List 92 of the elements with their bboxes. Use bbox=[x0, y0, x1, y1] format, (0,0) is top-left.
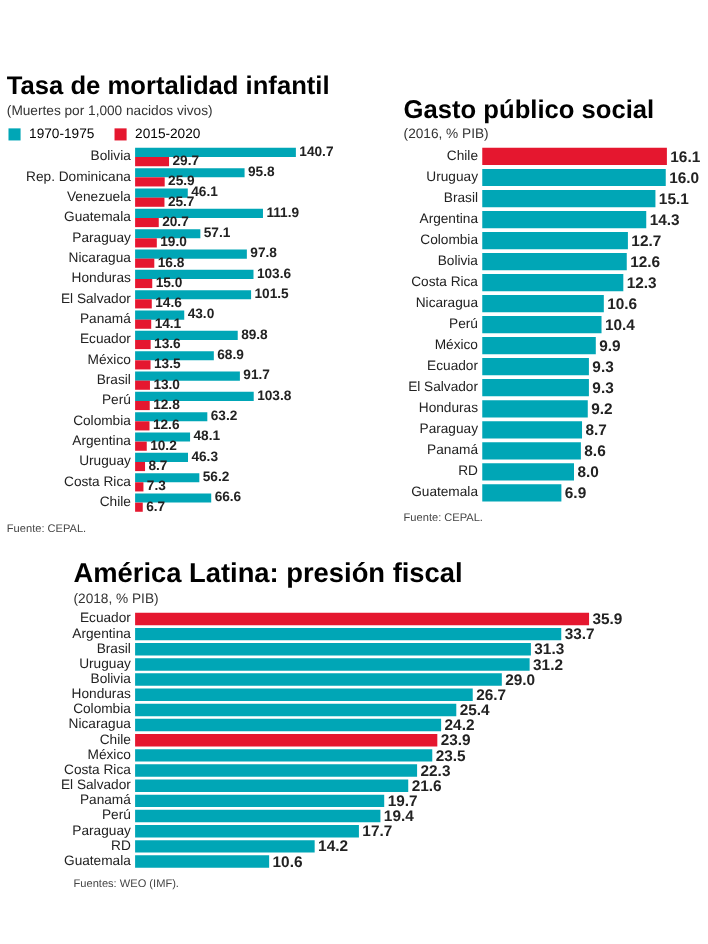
chart-title: América Latina: presión fiscal bbox=[73, 558, 463, 589]
bar bbox=[135, 371, 240, 381]
data-label: 31.2 bbox=[533, 655, 563, 674]
data-label: 16.0 bbox=[669, 168, 700, 187]
data-label: 33.7 bbox=[564, 625, 595, 644]
data-label: 12.6 bbox=[630, 252, 661, 271]
bar bbox=[135, 229, 201, 239]
data-label: 8.6 bbox=[584, 441, 606, 460]
chart-title: Tasa de mortalidad infantil bbox=[6, 70, 330, 101]
bar bbox=[135, 278, 153, 289]
data-label: 10.6 bbox=[272, 852, 303, 871]
data-label: 10.4 bbox=[604, 315, 637, 334]
data-label: 24.2 bbox=[444, 716, 475, 735]
bar bbox=[135, 156, 170, 167]
data-label: 19.4 bbox=[383, 807, 416, 826]
bar bbox=[135, 461, 146, 472]
data-label: 14.3 bbox=[649, 210, 680, 229]
bar bbox=[482, 316, 602, 334]
bar bbox=[135, 339, 151, 350]
bar bbox=[135, 421, 150, 431]
data-label: 9.3 bbox=[592, 378, 614, 397]
bar bbox=[135, 360, 151, 370]
data-label: 9.2 bbox=[591, 399, 613, 418]
bar bbox=[135, 400, 150, 411]
data-label: 25.4 bbox=[459, 701, 492, 720]
bar bbox=[482, 147, 667, 166]
bar bbox=[135, 441, 147, 451]
bar bbox=[482, 442, 581, 460]
bar bbox=[482, 337, 596, 355]
data-label: 8.0 bbox=[577, 462, 599, 481]
bar bbox=[482, 274, 624, 292]
bar bbox=[135, 147, 296, 157]
data-label: 23.5 bbox=[435, 746, 468, 765]
bar bbox=[135, 330, 238, 340]
bar bbox=[482, 231, 628, 250]
bar bbox=[482, 484, 562, 502]
bar bbox=[135, 299, 152, 309]
bar bbox=[135, 473, 200, 483]
data-label: 16.1 bbox=[670, 147, 702, 166]
data-label: 9.3 bbox=[592, 357, 614, 376]
bar bbox=[135, 734, 438, 747]
bar bbox=[482, 463, 575, 481]
bar bbox=[482, 421, 583, 439]
data-label: 8.7 bbox=[585, 420, 607, 439]
bar bbox=[482, 210, 647, 229]
bar bbox=[135, 269, 254, 279]
bar bbox=[482, 252, 627, 271]
bar bbox=[135, 258, 155, 268]
bar bbox=[135, 249, 247, 259]
bar bbox=[135, 217, 159, 228]
bar bbox=[482, 168, 666, 187]
data-label: 14.2 bbox=[318, 837, 349, 856]
bar bbox=[482, 295, 604, 313]
data-label: 31.3 bbox=[534, 640, 565, 659]
bar bbox=[482, 358, 589, 376]
bar bbox=[135, 493, 212, 503]
bar bbox=[135, 319, 152, 329]
bar bbox=[135, 482, 144, 492]
bar bbox=[135, 412, 208, 422]
data-label: 19.7 bbox=[387, 792, 418, 811]
chart-title: Gasto público social bbox=[403, 93, 655, 124]
bar bbox=[135, 452, 189, 462]
bar bbox=[135, 238, 157, 248]
data-label: 6.9 bbox=[564, 483, 587, 502]
bar bbox=[135, 391, 254, 401]
data-label: 23.9 bbox=[440, 731, 471, 750]
data-label: 17.7 bbox=[362, 822, 393, 841]
bar bbox=[135, 380, 150, 390]
bar bbox=[135, 612, 590, 626]
bar bbox=[135, 310, 185, 320]
data-label: 12.7 bbox=[631, 231, 662, 250]
bar bbox=[482, 379, 589, 397]
data-label: 12.3 bbox=[626, 273, 657, 292]
bar bbox=[135, 197, 165, 207]
bar bbox=[135, 177, 165, 187]
data-label: 15.1 bbox=[658, 189, 691, 208]
bar bbox=[482, 189, 656, 208]
bar bbox=[135, 208, 263, 218]
data-label: 35.9 bbox=[592, 610, 623, 629]
bar bbox=[482, 400, 588, 418]
data-label: 26.7 bbox=[476, 685, 507, 704]
data-label: 21.6 bbox=[411, 776, 442, 795]
bar bbox=[135, 168, 245, 178]
data-label: 9.9 bbox=[599, 336, 621, 355]
bar bbox=[135, 188, 188, 198]
bar bbox=[135, 502, 143, 512]
bar bbox=[135, 290, 252, 300]
bar bbox=[135, 432, 191, 442]
data-label: 10.6 bbox=[607, 294, 638, 313]
data-label: 29.0 bbox=[505, 670, 536, 689]
bar bbox=[135, 351, 214, 361]
data-label: 22.3 bbox=[420, 761, 451, 780]
